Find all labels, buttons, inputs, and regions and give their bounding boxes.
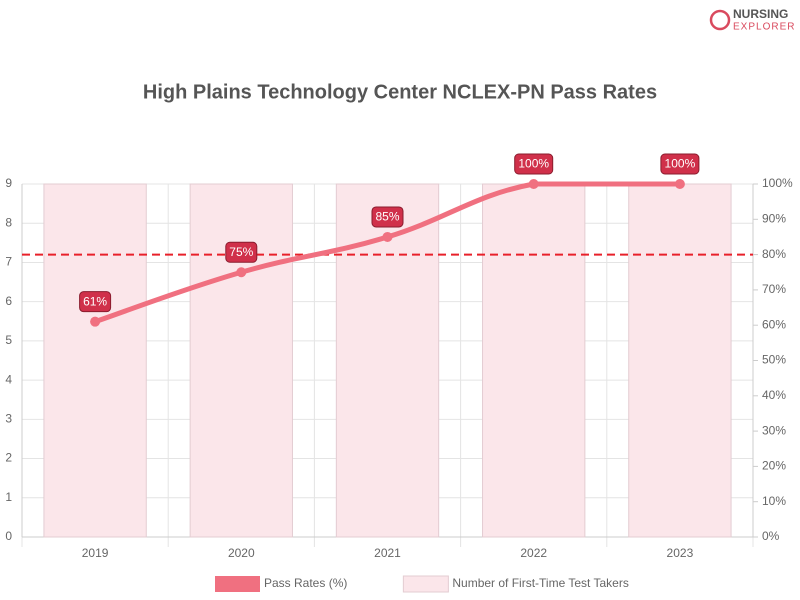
value-label-box — [660, 153, 700, 175]
line-point — [382, 231, 393, 242]
y2-tick-label: 0% — [762, 529, 780, 543]
bar — [482, 183, 586, 538]
y-tick-label: 8 — [5, 215, 12, 229]
logo-text: NURSING — [733, 7, 788, 21]
y2-tick-label: 30% — [762, 423, 786, 437]
y2-tick-label: 60% — [762, 317, 786, 331]
value-label-box — [514, 153, 554, 175]
line-point — [90, 316, 101, 327]
y2-tick-label: 90% — [762, 211, 786, 225]
value-label: 100% — [665, 157, 696, 171]
legend-label: Number of First-Time Test Takers — [452, 576, 628, 590]
y-tick-label: 3 — [5, 412, 12, 426]
value-label-box — [79, 291, 112, 313]
line-point — [236, 267, 247, 278]
x-tick-label: 2022 — [520, 546, 547, 560]
y2-tick-label: 10% — [762, 494, 786, 508]
y-tick-label: 6 — [5, 294, 12, 308]
y-tick-label: 9 — [5, 176, 12, 190]
value-label: 61% — [83, 294, 107, 308]
y2-tick-label: 20% — [762, 459, 786, 473]
y2-tick-label: 80% — [762, 247, 786, 261]
y-tick-label: 0 — [5, 529, 12, 543]
logo-text: EXPLORER — [733, 22, 795, 33]
y-tick-label: 4 — [5, 372, 12, 386]
bar — [335, 183, 440, 538]
y-tick-label: 7 — [5, 255, 12, 269]
y-tick-label: 2 — [5, 451, 12, 465]
y-tick-label: 5 — [5, 333, 12, 347]
logo: NURSING EXPLORER — [709, 7, 795, 33]
x-tick-label: 2019 — [82, 546, 109, 560]
value-label: 85% — [375, 210, 399, 224]
x-tick-label: 2023 — [667, 546, 694, 560]
x-tick-label: 2021 — [374, 546, 401, 560]
legend-swatch — [402, 575, 449, 593]
y2-tick-label: 40% — [762, 388, 786, 402]
bar — [43, 183, 147, 538]
logo-icon — [709, 9, 731, 31]
legend-swatch — [215, 576, 260, 592]
value-label-box — [225, 241, 258, 263]
value-label: 100% — [518, 157, 549, 171]
y-tick-label: 1 — [5, 490, 12, 504]
chart-title: High Plains Technology Center NCLEX-PN P… — [143, 81, 657, 103]
line-point — [528, 179, 539, 189]
bar — [628, 183, 732, 538]
y2-tick-label: 70% — [762, 282, 786, 296]
value-label: 75% — [229, 245, 253, 259]
x-tick-label: 2020 — [228, 546, 255, 560]
line-point — [674, 179, 685, 189]
value-label-box — [371, 206, 404, 228]
y2-tick-label: 100% — [762, 176, 793, 190]
y2-tick-label: 50% — [762, 353, 786, 367]
legend-label: Pass Rates (%) — [264, 576, 347, 590]
bar — [189, 183, 293, 538]
